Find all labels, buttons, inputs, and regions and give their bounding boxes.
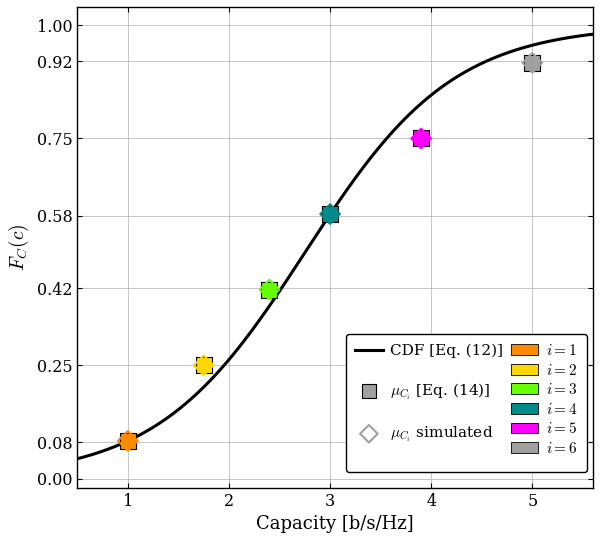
Point bbox=[527, 58, 537, 67]
Point bbox=[123, 436, 133, 445]
Point bbox=[416, 134, 426, 143]
Point bbox=[199, 361, 208, 369]
Point bbox=[325, 210, 335, 218]
Point bbox=[527, 58, 537, 67]
Point bbox=[123, 436, 133, 445]
Point bbox=[416, 134, 426, 143]
Point bbox=[325, 210, 335, 218]
Y-axis label: $F_C(c)$: $F_C(c)$ bbox=[7, 224, 31, 271]
Point bbox=[265, 285, 274, 294]
Point bbox=[265, 285, 274, 294]
Point bbox=[199, 361, 208, 369]
Legend: CDF [Eq. (12)], , $\mu_{C_i}$ [Eq. (14)], , $\mu_{C_i}$ simulated, , $i = 1$, $i: CDF [Eq. (12)], , $\mu_{C_i}$ [Eq. (14)]… bbox=[346, 334, 587, 472]
X-axis label: Capacity [b/s/Hz]: Capacity [b/s/Hz] bbox=[256, 515, 414, 533]
